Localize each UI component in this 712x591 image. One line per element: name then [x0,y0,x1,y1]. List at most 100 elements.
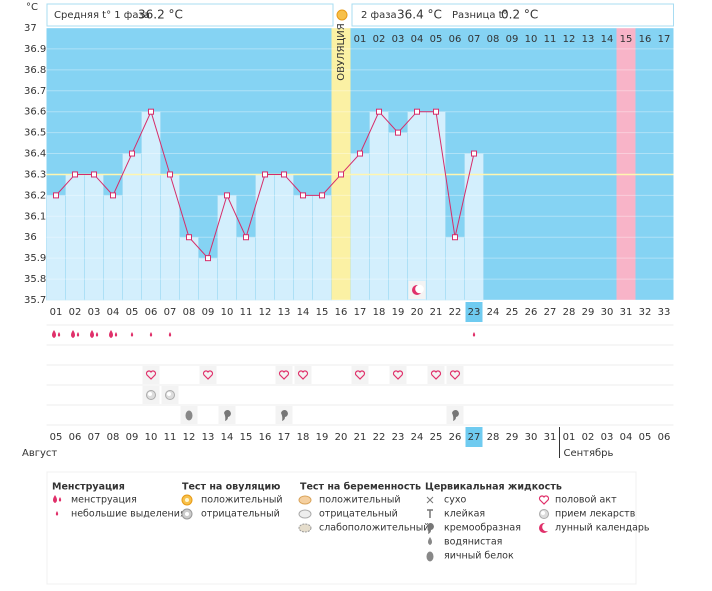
pill-icon [165,390,175,400]
c [298,495,312,505]
creamy-icon [452,410,459,421]
temperature-bar [445,236,465,301]
moon-cut [415,284,424,294]
legend-item: половой акт [555,495,617,506]
drop [55,511,59,516]
heavy-icon [53,495,62,503]
pill-shine [148,392,152,396]
icon-cell [427,366,445,384]
temperature-point [319,192,325,199]
date: 10 [145,432,158,443]
date: 31 [544,432,557,443]
legend-title: Тест на овуляцию [182,482,280,493]
egg-icon [185,410,193,421]
creamy [427,523,434,534]
legend-item: сухо [444,495,466,506]
date: 22 [373,432,386,443]
date: 25 [430,432,443,443]
heart-icon [392,370,404,380]
temperature-bar [236,236,256,301]
heart-icon [538,495,550,505]
today-cell [465,302,483,322]
date: 23 [392,432,405,443]
cycle-day: 23 [468,307,481,318]
highlight-column [616,28,636,300]
heart [538,495,550,505]
cycle-day: 19 [392,307,405,318]
date: 07 [88,432,101,443]
light-icon [55,511,59,516]
today-cell [465,427,483,447]
y-tick-label: 36.6 [24,107,46,118]
temperature-point [110,192,116,199]
temperature-point [72,171,78,178]
c [185,512,189,516]
legend-item: положительный [319,495,401,506]
temperature-point [338,171,344,178]
cycle-day: 02 [69,307,82,318]
cycle-day: 28 [563,307,576,318]
legend-title: Тест на беременность [300,482,421,493]
cycle-day: 16 [335,307,348,318]
icon-cell [446,366,464,384]
date: 28 [487,432,500,443]
temperature-bar [464,153,484,301]
temperature-point [414,108,420,115]
date: 24 [411,432,424,443]
cycle-day: 09 [202,307,215,318]
date: 17 [278,432,291,443]
pgneg-icon [298,509,312,519]
cycle-day: 14 [297,307,310,318]
icon-cell [199,366,217,384]
legend-title: Менструация [52,482,125,493]
date: 06 [658,432,671,443]
ovulation-label: ОВУЛЯЦИЯ [336,23,347,81]
temperature-point [167,171,173,178]
temperature-point [395,129,401,136]
watery-icon [428,537,432,545]
drop [53,495,57,503]
date: 11 [164,432,177,443]
temperature-bar [407,111,427,301]
drop [58,497,62,502]
heart [449,370,461,380]
cycle-day: 26 [525,307,538,318]
cycle-day: 22 [449,307,462,318]
phase1-label: Средняя t° 1 фаза [54,10,150,21]
pill-icon [539,509,549,519]
phase2-day: 08 [487,34,500,45]
temperature-point [205,255,211,262]
difference-label: Разница t° [452,10,508,21]
temperature-bar [312,195,332,301]
pgweak-icon [298,523,312,533]
heart-icon [297,370,309,380]
y-tick-label: 36.3 [24,169,46,180]
y-tick-label: 35.7 [24,295,46,306]
drop [57,332,61,337]
header-box [351,3,674,27]
cycle-day: 15 [316,307,329,318]
y-tick-label: 36.4 [24,149,46,160]
temperature-point [433,108,439,115]
heart [430,370,442,380]
date: 16 [259,432,272,443]
creamy [452,410,459,421]
y-tick-label: 36.8 [24,65,46,76]
pill-shine [541,511,545,515]
phase2-day: 16 [639,34,652,45]
temperature-point [129,150,135,157]
y-axis-label: °C [26,2,38,13]
drop [472,332,476,337]
phase2-day: 02 [373,34,386,45]
phase2-label: 2 фаза [361,10,397,21]
ovpos-icon [181,494,193,506]
drop [52,330,56,338]
date: 26 [449,432,462,443]
ovulation-column [331,28,351,300]
cycle-day: 06 [145,307,158,318]
temperature-bar [46,195,66,301]
legend-item: кремообразная [444,523,521,534]
drop [95,332,99,337]
temperature-point [452,234,458,241]
